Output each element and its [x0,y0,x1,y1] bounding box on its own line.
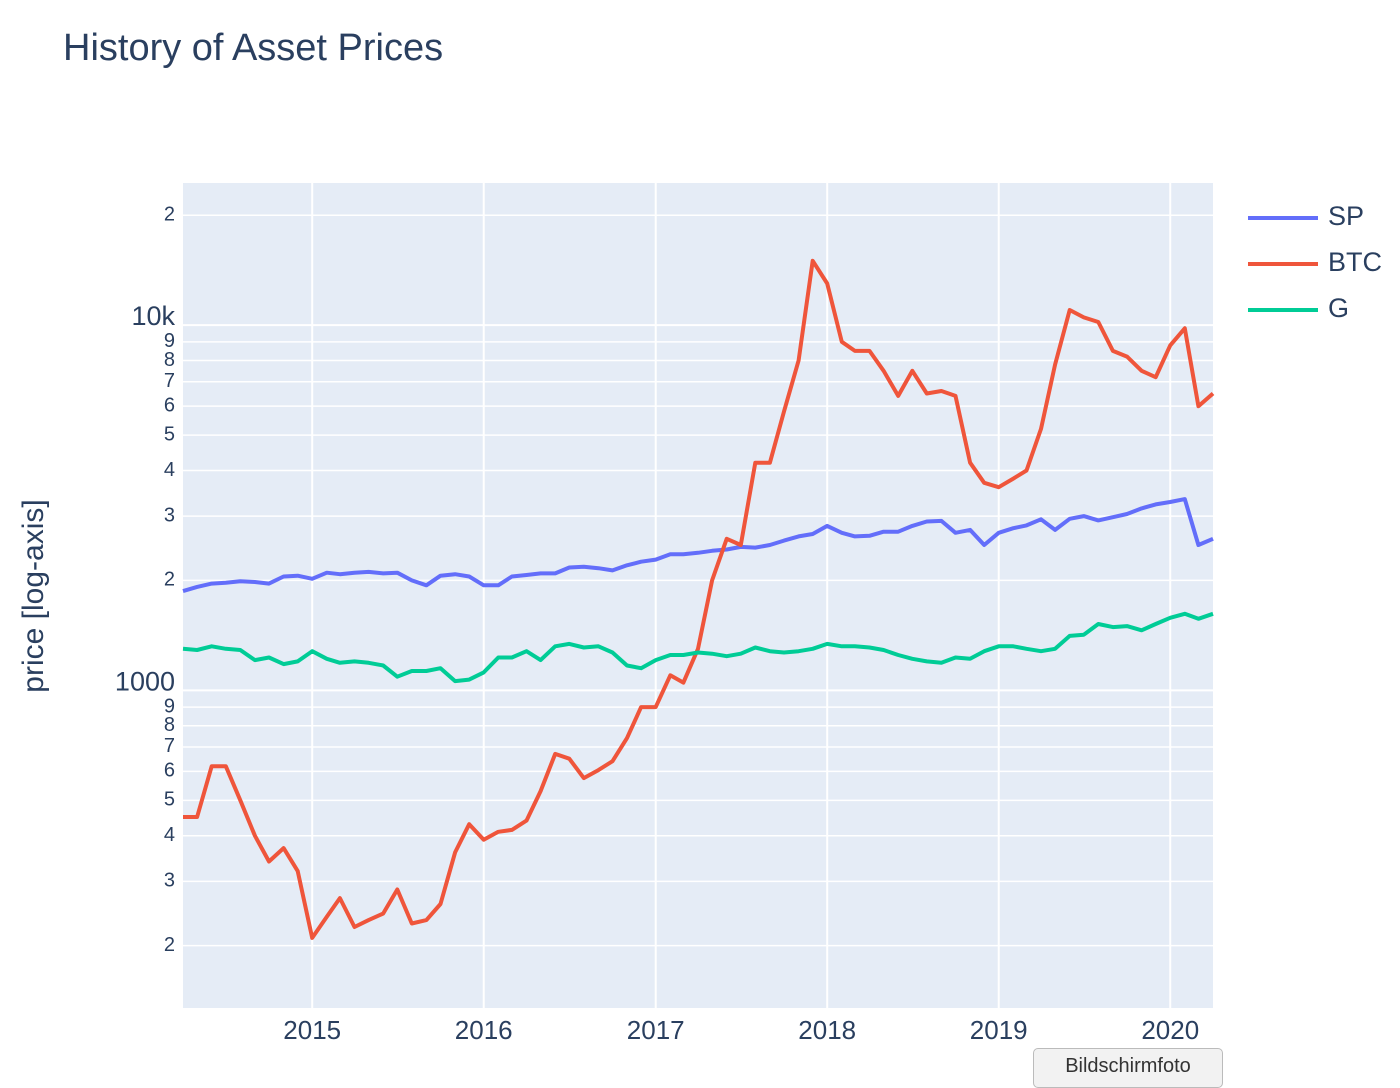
y-tick-label: 6 [164,760,175,782]
y-tick-label: 5 [164,789,175,811]
y-tick-label: 8 [164,349,175,371]
tooltip: Bildschirmfoto [1033,1048,1223,1088]
x-tick-label: 2016 [455,1015,513,1045]
x-tick-label: 2018 [798,1015,856,1045]
legend-label: G [1328,293,1349,323]
y-tick-label: 5 [164,423,175,445]
chart-title: History of Asset Prices [63,27,443,69]
y-tick-label: 7 [164,370,175,392]
y-tick-label: 3 [164,870,175,892]
y-tick-label: 9 [164,695,175,717]
y-tick-label: 7 [164,735,175,757]
x-tick-label: 2015 [283,1015,341,1045]
y-axis-title: price [log-axis] [17,499,50,692]
y-tick-label: 2 [164,934,175,956]
y-tick-label: 2 [164,203,175,225]
legend-label: SP [1328,201,1364,231]
series-line [182,497,1214,594]
series-line [183,258,1215,940]
y-tick-label: 1000 [115,666,175,696]
y-tick-label: 6 [164,394,175,416]
y-tick-label: 10k [131,301,175,331]
y-tick-label: 9 [164,330,175,352]
y-tick-label: 4 [164,824,175,846]
y-tick-label: 4 [164,459,175,481]
y-tick-label: 3 [164,504,175,526]
x-tick-label: 2020 [1141,1015,1199,1045]
x-tick-label: 2017 [627,1015,685,1045]
y-tick-label: 8 [164,714,175,736]
plot-background [183,183,1213,1008]
legend-label: BTC [1328,247,1382,277]
x-tick-label: 2019 [970,1015,1028,1045]
series-line [182,611,1214,684]
y-tick-label: 2 [164,569,175,591]
